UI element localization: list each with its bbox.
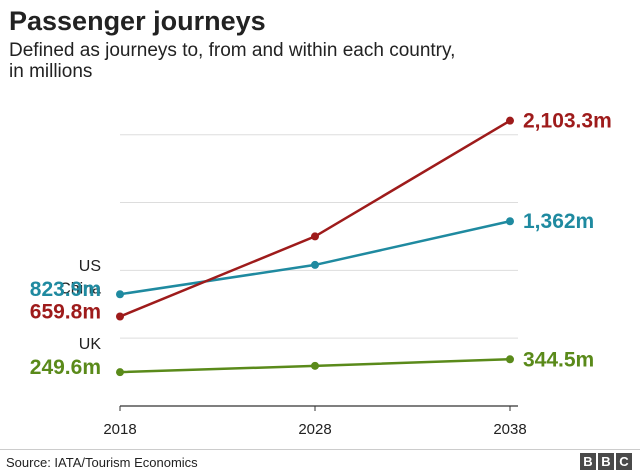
point-china-2038 — [506, 116, 514, 125]
start-value-label-us: 823.9m — [30, 278, 101, 301]
point-us-2038 — [506, 217, 514, 226]
series-line-china — [119, 119, 511, 318]
series-name-us: US — [79, 258, 101, 275]
series-name-china: China — [59, 280, 101, 297]
subtitle-line-1: Defined as journeys to, from and within … — [9, 40, 456, 61]
bbc-logo-letter-2: B — [598, 453, 614, 470]
x-tick-label-2028: 2028 — [298, 421, 331, 438]
subtitle-line-2: in millions — [9, 61, 93, 82]
point-china-2018 — [116, 312, 124, 321]
footer-divider — [0, 449, 640, 450]
end-value-label-us: 1,362m — [523, 210, 594, 233]
point-uk-2028 — [311, 361, 319, 370]
point-us-2028 — [311, 260, 319, 269]
start-value-label-uk: 249.6m — [30, 356, 101, 379]
series-name-uk: UK — [79, 336, 102, 353]
end-value-label-uk: 344.5m — [523, 348, 594, 371]
bbc-logo-letter-1: B — [580, 453, 596, 470]
end-value-label-china: 2,103.3m — [523, 110, 612, 133]
chart-title: Passenger journeys — [9, 6, 266, 36]
point-china-2028 — [311, 232, 319, 241]
point-uk-2038 — [506, 355, 514, 364]
x-tick-label-2038: 2038 — [493, 421, 526, 438]
series-line-us — [119, 220, 511, 296]
point-uk-2018 — [116, 368, 124, 377]
point-us-2018 — [116, 290, 124, 299]
bbc-logo-letter-3: C — [616, 453, 632, 470]
chart-subtitle: Defined as journeys to, from and within … — [9, 40, 609, 82]
x-tick-label-2018: 2018 — [103, 421, 136, 438]
start-value-label-china: 659.8m — [30, 300, 101, 323]
source-note: Source: IATA/Tourism Economics — [6, 455, 198, 470]
bbc-logo: B B C — [580, 453, 632, 470]
line-chart: 2018 2028 2038 China 659.8m 2,103.3m US 823.9m 1… — [30, 110, 612, 438]
